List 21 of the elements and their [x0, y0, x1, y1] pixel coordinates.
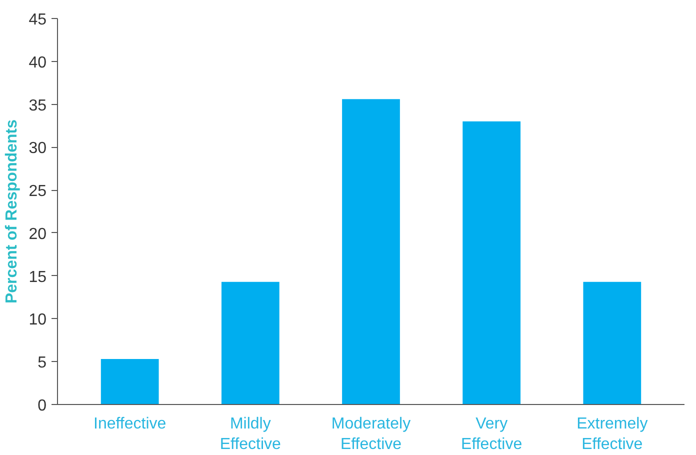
y-tick-label: 20: [28, 226, 47, 243]
y-tick-label: 40: [28, 54, 47, 72]
x-tick-label: Mildly Effective: [220, 416, 282, 453]
x-tick-label: Very Effective: [461, 416, 522, 453]
bar: [100, 359, 159, 404]
bar: [583, 282, 642, 404]
y-axis-title: Percent of Respondents: [4, 119, 21, 304]
y-tick-label: 25: [28, 183, 47, 200]
y-tick-label: 10: [28, 312, 47, 329]
y-tick-label: 35: [28, 97, 47, 114]
y-tick-label: 5: [38, 354, 47, 372]
x-tick-label: Moderately Effective: [331, 416, 411, 453]
bar: [221, 282, 280, 404]
y-tick-label: 15: [28, 268, 47, 286]
y-tick-label: 0: [38, 398, 47, 414]
y-tick-label: 45: [28, 12, 47, 28]
y-tick-label: 30: [28, 140, 47, 158]
bar: [462, 121, 521, 404]
x-tick-label: Ineffective: [94, 416, 166, 432]
x-tick-label: Extremely Effective: [576, 416, 648, 453]
bar: [342, 99, 400, 404]
